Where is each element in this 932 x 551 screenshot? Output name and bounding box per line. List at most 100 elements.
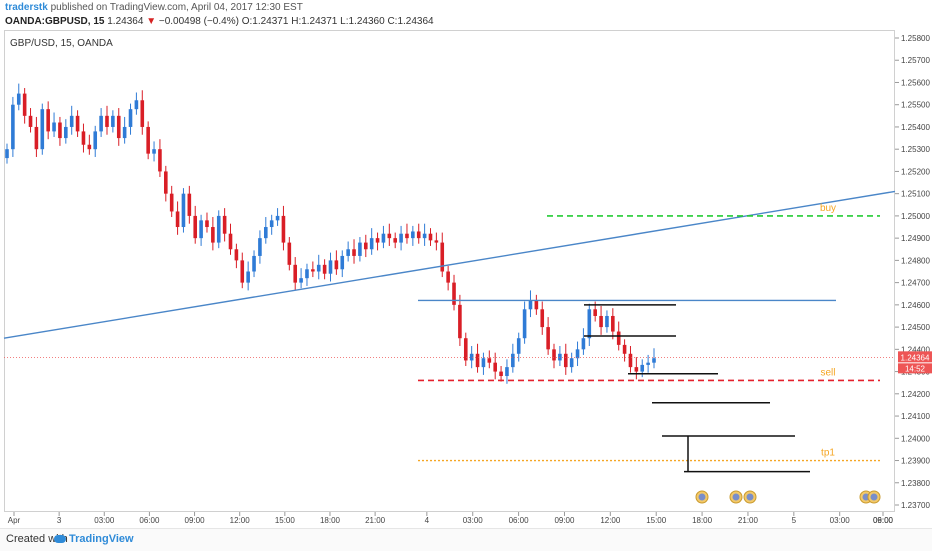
candle-body xyxy=(28,115,33,127)
ohlc-low: L:1.24360 xyxy=(340,16,385,27)
candle-body xyxy=(546,327,550,350)
candle-body xyxy=(116,115,121,139)
y-tick-label: 1.25600 xyxy=(901,78,930,87)
countdown-label: 14:52 xyxy=(905,364,926,373)
candle-body xyxy=(581,338,586,350)
price-change: −0.00498 (−0.4%) xyxy=(158,16,239,27)
candle-body xyxy=(605,315,609,328)
candle-body xyxy=(269,220,274,228)
candle-body xyxy=(299,278,303,283)
candle-body xyxy=(105,115,109,127)
candle-body xyxy=(111,115,115,127)
candle-body xyxy=(469,353,474,361)
publish-info: traderstk published on TradingView.com, … xyxy=(5,2,303,13)
brand-name: TradingView xyxy=(69,533,134,545)
candle-body xyxy=(328,260,333,274)
footer: Created with TradingView xyxy=(0,528,932,551)
candle-body xyxy=(281,215,286,243)
candle-body xyxy=(352,249,356,256)
x-tick-label: 09:00 xyxy=(554,516,575,525)
x-tick-label: 3 xyxy=(57,516,62,525)
candle-body xyxy=(175,211,180,228)
candle-body xyxy=(346,249,350,256)
cloud-icon xyxy=(54,535,66,544)
candle-body xyxy=(146,126,150,154)
y-tick-label: 1.24000 xyxy=(901,434,930,443)
candle-body xyxy=(293,264,298,283)
candle-body xyxy=(99,115,103,132)
x-tick-label: 12:00 xyxy=(600,516,621,525)
candle-body xyxy=(399,233,403,243)
candle-body xyxy=(75,115,80,132)
candle-body xyxy=(334,260,339,270)
x-tick-label: Apr xyxy=(8,516,21,525)
candle-body xyxy=(52,122,56,132)
x-tick-label: 09:00 xyxy=(185,516,206,525)
candle-body xyxy=(540,309,545,328)
candle-body xyxy=(134,100,139,110)
x-tick-label: 03:00 xyxy=(463,516,484,525)
candle-body xyxy=(193,215,198,239)
candle-body xyxy=(205,220,209,228)
candle-body xyxy=(164,171,168,194)
y-tick-label: 1.25800 xyxy=(901,34,930,43)
plot-area[interactable] xyxy=(4,30,895,512)
candle-body xyxy=(187,193,192,216)
candle-body xyxy=(640,364,645,372)
last-price-label: 1.24364 xyxy=(901,353,930,362)
candle-body xyxy=(5,149,9,159)
x-tick-label: 5 xyxy=(792,516,797,525)
candle-body xyxy=(475,353,480,368)
candle-body xyxy=(158,149,162,172)
symbol-label: OANDA:GBPUSD, 15 xyxy=(5,16,105,27)
candle-body xyxy=(152,149,156,154)
x-tick-label: 21:00 xyxy=(365,516,386,525)
trend-line xyxy=(3,190,896,339)
candle-body xyxy=(393,238,397,243)
price-chart[interactable]: 1.25800 1.25700 1.25600 1.25500 1.25400 1.253… xyxy=(0,0,932,528)
x-tick-label: 06:00 xyxy=(139,516,160,525)
candle-body xyxy=(381,233,386,243)
candle-body xyxy=(463,338,468,361)
annotation-label: tp1 xyxy=(821,448,835,459)
author-link[interactable]: traderstk xyxy=(5,2,48,13)
y-tick-label: 1.23800 xyxy=(901,479,930,488)
tradingview-logo[interactable]: TradingView xyxy=(54,533,134,545)
candle-body xyxy=(634,367,639,372)
candle-body xyxy=(211,227,215,243)
ohlc-close: C:1.24364 xyxy=(387,16,434,27)
candle-body xyxy=(428,233,433,241)
candle-body xyxy=(58,122,62,139)
candle-body xyxy=(287,242,292,265)
candle-body xyxy=(216,215,221,243)
candle-body xyxy=(199,220,203,239)
candle-body xyxy=(422,233,427,239)
candle-body xyxy=(499,371,503,377)
y-tick-label: 1.24200 xyxy=(901,390,930,399)
candle-body xyxy=(322,264,327,274)
candle-body xyxy=(87,144,92,150)
candle-body xyxy=(646,362,650,365)
candle-body xyxy=(552,349,556,361)
candle-body xyxy=(305,269,309,279)
candle-body xyxy=(522,309,527,339)
event-flag-inner xyxy=(870,493,878,501)
candle-body xyxy=(452,282,456,305)
event-flag-inner xyxy=(698,493,706,501)
x-tick-label: 15:00 xyxy=(275,516,296,525)
x-tick-label: 18:00 xyxy=(692,516,713,525)
candle-body xyxy=(69,115,74,127)
candle-body xyxy=(228,233,233,250)
candle-body xyxy=(16,93,21,105)
y-tick-label: 1.24400 xyxy=(901,345,930,354)
candle-body xyxy=(511,353,515,368)
candle-body xyxy=(622,344,627,354)
candle-body xyxy=(122,126,127,139)
candle-body xyxy=(628,353,633,368)
x-tick-label: 09:00 xyxy=(873,516,894,525)
candle-body xyxy=(316,264,321,272)
candle-body xyxy=(611,315,615,332)
x-tick-label: 03:00 xyxy=(830,516,851,525)
candle-body xyxy=(234,249,239,261)
candle-body xyxy=(93,131,98,150)
